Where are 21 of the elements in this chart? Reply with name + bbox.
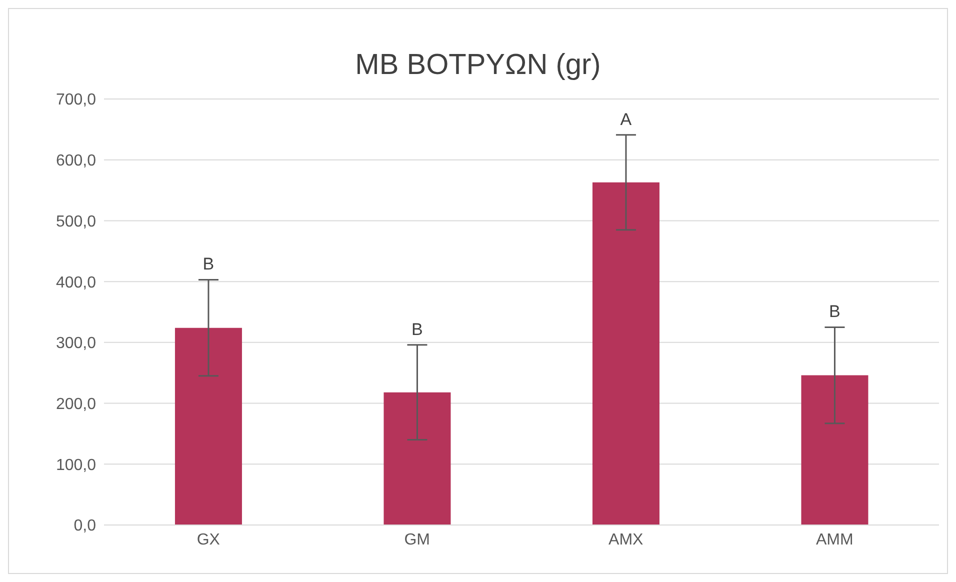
- annotation: B: [411, 320, 423, 339]
- bar: [801, 375, 868, 525]
- x-tick-label: AMM: [816, 531, 854, 548]
- y-tick-label: 300,0: [56, 335, 96, 352]
- y-tick-label: 700,0: [56, 92, 96, 109]
- bar: [592, 182, 660, 525]
- x-tick-label: GX: [196, 531, 220, 548]
- y-tick-label: 600,0: [56, 152, 96, 170]
- annotation: B: [202, 254, 214, 274]
- y-tick-label: 400,0: [56, 274, 96, 292]
- chart-title: MB BOTPYΩN (gr): [354, 49, 602, 83]
- x-tick-label: GM: [404, 531, 430, 548]
- y-tick-label: 500,0: [56, 213, 96, 230]
- annotation: A: [620, 110, 632, 129]
- bar: [384, 392, 451, 525]
- y-tick-label: 200,0: [56, 396, 96, 413]
- annotation: B: [828, 302, 840, 322]
- x-tick-label: AMX: [608, 531, 644, 548]
- y-tick-label: 100,0: [56, 456, 96, 474]
- y-tick-label: 0,0: [74, 518, 96, 535]
- bar: [174, 328, 242, 525]
